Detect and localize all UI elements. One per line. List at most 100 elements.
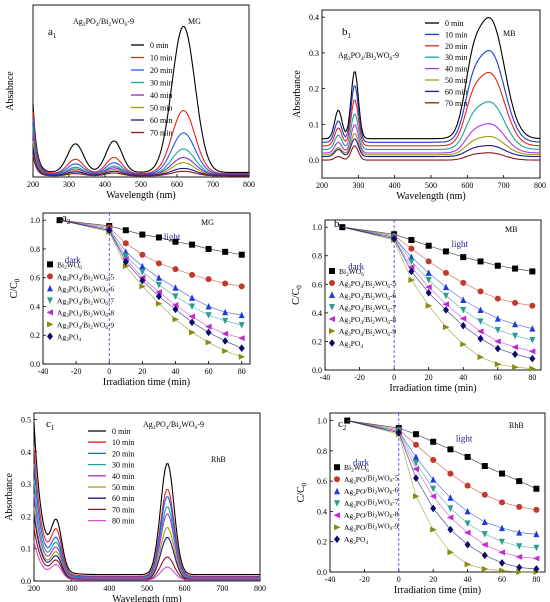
subscript: 6: [390, 502, 393, 508]
plot-frame: [329, 412, 546, 573]
subscript: 4: [78, 325, 81, 331]
series-line: [59, 219, 242, 316]
label-part: WO: [93, 308, 106, 317]
subscript: 4: [360, 344, 363, 350]
data-point: [339, 224, 346, 231]
panel-b1: 200 300 400 500 600 700 800 0.0 0.1 0.2 0.3 0.4 Wave…: [292, 9, 546, 202]
label-part: PO: [351, 51, 361, 60]
x-axis-label: Wavelength (nm): [396, 191, 465, 202]
data-point: [334, 524, 341, 531]
data-point: [205, 245, 212, 252]
label-part: -9: [108, 320, 114, 329]
label-part: PO: [356, 475, 366, 484]
subscript: 2: [178, 425, 181, 431]
data-point: [430, 456, 437, 463]
x-tick-label: 700: [498, 181, 510, 190]
x-tick-label: 20: [429, 575, 437, 584]
subscript: 4: [78, 301, 81, 307]
label-part: PO: [69, 320, 79, 329]
legend-item: Ag3PO/Bi2WO6-7: [344, 497, 399, 510]
panel-label: a1: [48, 26, 57, 40]
label-part: Ag: [73, 17, 83, 26]
data-point: [413, 431, 419, 438]
subscript: 6: [387, 308, 390, 314]
y-tick-label: 1.0: [312, 223, 322, 232]
label-part: WO: [349, 267, 362, 276]
label-part: Ag: [57, 296, 66, 305]
sample-annotation: Ag3PO4/Bi2WO6-9: [338, 51, 399, 62]
subscript: 6: [366, 468, 369, 474]
subscript: 2: [375, 490, 378, 496]
data-point: [155, 289, 162, 296]
subscript: 4: [365, 540, 368, 546]
data-point: [155, 300, 163, 307]
label-part: Ag: [339, 327, 348, 336]
data-point: [189, 318, 196, 327]
x-tick-label: 800: [254, 584, 266, 593]
data-point: [481, 551, 488, 560]
data-point: [442, 301, 449, 308]
data-point: [477, 306, 484, 313]
legend-item: Ag3PO/Bi2WO6-9: [344, 521, 399, 534]
spectrum-line: [33, 422, 260, 576]
legend-item: Bi2WO6: [339, 267, 364, 278]
spectrum-line: [32, 110, 249, 175]
data-point: [499, 559, 505, 567]
data-point: [171, 302, 179, 309]
subscript: 4: [360, 296, 363, 302]
label-part: /Bi: [363, 315, 372, 324]
subscript: 2: [90, 325, 93, 331]
data-point: [155, 292, 162, 301]
data-point: [122, 263, 130, 270]
y-axis-label: C/C0: [9, 278, 22, 298]
data-point: [512, 320, 519, 328]
label-part: C/C: [9, 282, 20, 298]
data-point: [481, 531, 488, 538]
subscript: 4: [360, 308, 363, 314]
spectrum-line: [322, 101, 540, 150]
legend-item: 20 min: [445, 42, 467, 51]
label-part: Ag: [344, 523, 353, 532]
data-point: [238, 322, 245, 329]
data-point: [205, 323, 212, 330]
panel-label-sub: 2: [340, 224, 344, 232]
y-tick-label: 0.4: [317, 507, 327, 516]
y-tick-label: 0.0: [309, 156, 319, 165]
data-point: [477, 334, 484, 343]
data-point: [408, 267, 415, 276]
plot-frame: [32, 4, 250, 178]
subscript: 6: [105, 313, 108, 319]
data-point: [477, 318, 484, 325]
label-part: -9: [390, 327, 396, 336]
label-part: /Bi: [363, 291, 372, 300]
subscript: 4: [360, 332, 363, 338]
x-tick-label: 300: [63, 180, 75, 189]
series-line: [347, 420, 537, 570]
subscript: 3: [353, 492, 356, 498]
y-tick-label: 0.6: [30, 274, 40, 283]
subscript: 2: [375, 526, 378, 532]
label-part: /Bi: [365, 497, 374, 506]
data-point: [221, 330, 229, 337]
data-point: [464, 507, 471, 515]
subscript: 3: [353, 504, 356, 510]
label-part: PO: [356, 535, 366, 544]
subscript: 2: [375, 502, 378, 508]
data-point: [516, 569, 523, 575]
panel-c2: -40 -20 0 20 40 60 800.00.20.40.60.81.0Irradia…: [296, 412, 546, 596]
x-axis-label: Wavelength (nm): [106, 190, 175, 201]
data-point: [494, 344, 501, 353]
data-point: [447, 549, 454, 556]
legend-item: Ag3PO4/Bi2WO6-5: [57, 272, 114, 283]
legend-item: Ag3PO4/Bi2WO6-8: [339, 315, 396, 326]
subscript: 3: [66, 277, 69, 283]
panel-label: c2: [338, 418, 347, 432]
panel-a1: 200 300 400 500 600 700 800 Wavelength (nm) Absa…: [5, 4, 255, 201]
series-line: [347, 420, 537, 573]
series-line: [347, 420, 537, 535]
label-part: -5: [108, 272, 114, 281]
x-axis-label: Irradiation time (min): [394, 585, 481, 596]
subscript: 3: [66, 289, 69, 295]
label-part: WO: [93, 284, 106, 293]
subscript: 6: [390, 490, 393, 496]
